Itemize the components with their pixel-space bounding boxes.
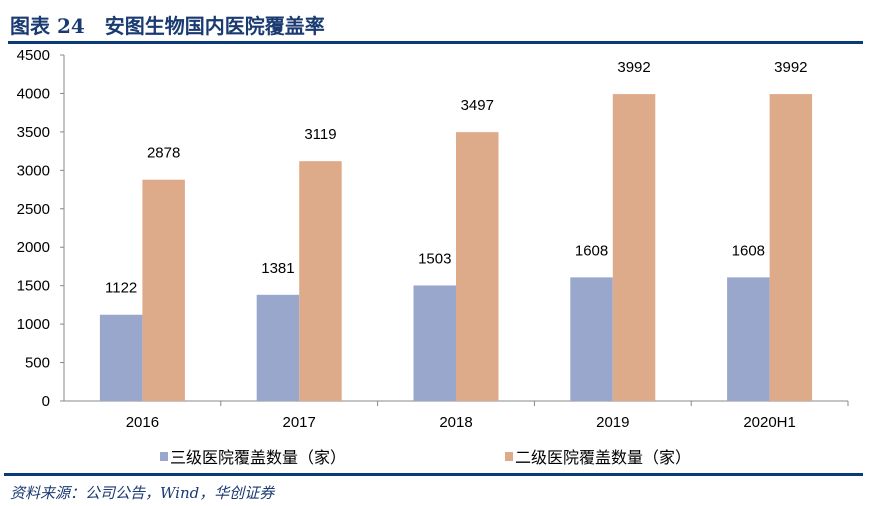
legend-label: 三级医院覆盖数量（家） — [170, 449, 346, 467]
source-note: 资料来源：公司公告，Wind，华创证券 — [10, 484, 275, 502]
footer-rule — [4, 473, 863, 476]
y-tick-label: 500 — [25, 355, 50, 372]
bar-tertiary-2018 — [413, 285, 456, 401]
data-label: 1503 — [418, 250, 451, 267]
x-tick-label: 2019 — [596, 414, 629, 431]
title-rule — [8, 41, 863, 44]
data-label: 3119 — [304, 126, 336, 143]
x-tick-label: 2020H1 — [743, 414, 796, 431]
x-tick-label: 2017 — [283, 414, 316, 431]
data-label: 1122 — [105, 280, 137, 297]
data-label: 3992 — [617, 59, 650, 76]
data-label: 3992 — [774, 59, 807, 76]
y-tick-label: 1500 — [17, 278, 50, 295]
y-tick-label: 0 — [42, 393, 50, 410]
bar-tertiary-2020H1 — [727, 277, 770, 401]
legend-swatch — [160, 452, 168, 461]
data-label: 1608 — [732, 242, 765, 259]
data-label: 2878 — [147, 145, 180, 162]
bar-tertiary-2019 — [570, 277, 613, 401]
bar-secondary-2019 — [612, 94, 656, 401]
y-tick-label: 2000 — [17, 239, 50, 256]
bar-secondary-2017 — [299, 161, 342, 401]
data-label: 1608 — [575, 242, 608, 259]
y-tick-label: 3000 — [17, 162, 50, 179]
y-tick-label: 4500 — [17, 47, 50, 64]
data-label: 1381 — [261, 260, 294, 277]
bar-tertiary-2016 — [99, 314, 143, 401]
legend-swatch — [505, 452, 513, 461]
bar-secondary-2016 — [142, 179, 185, 401]
legend-label: 二级医院覆盖数量（家） — [515, 449, 691, 467]
bar-tertiary-2017 — [256, 294, 300, 401]
x-tick-label: 2018 — [439, 414, 472, 431]
bar-secondary-2020H1 — [769, 94, 813, 401]
y-tick-label: 2500 — [17, 201, 50, 218]
y-tick-label: 1000 — [17, 316, 50, 333]
figure-title: 图表 24 安图生物国内医院覆盖率 — [10, 14, 325, 38]
data-label: 3497 — [461, 97, 494, 114]
bar-secondary-2018 — [456, 132, 499, 401]
y-tick-label: 3500 — [17, 124, 50, 141]
y-tick-label: 4000 — [17, 85, 50, 102]
x-tick-label: 2016 — [126, 414, 159, 431]
